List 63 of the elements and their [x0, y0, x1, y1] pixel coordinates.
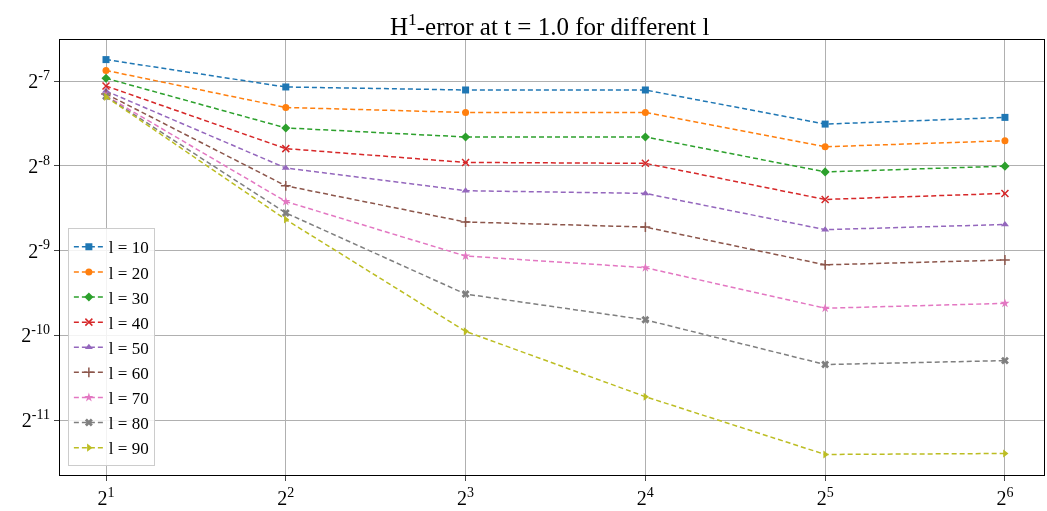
- point: [281, 123, 291, 133]
- point: [101, 73, 111, 83]
- point: [819, 259, 831, 271]
- legend-label: l = 20: [108, 263, 149, 283]
- point: [1001, 137, 1009, 145]
- x-tick-label: 2$^{3}$: [457, 484, 475, 509]
- point: [461, 132, 471, 142]
- y-tick-label: 2$^{-9}$: [28, 237, 50, 262]
- y-tick-label: 2$^{-7}$: [28, 67, 50, 93]
- legend-label: l = 70: [108, 389, 149, 409]
- point: [462, 108, 470, 116]
- point: [281, 144, 291, 153]
- point: [101, 81, 111, 91]
- point: [280, 180, 292, 192]
- point: [821, 143, 829, 151]
- point: [640, 132, 650, 142]
- legend-label: l = 60: [108, 363, 149, 383]
- legend-label: l = 30: [108, 288, 149, 308]
- point: [641, 189, 650, 196]
- point: [282, 103, 290, 111]
- point: [641, 315, 650, 324]
- point: [459, 216, 472, 228]
- point: [821, 120, 829, 128]
- point: [1000, 189, 1010, 198]
- point: [999, 254, 1011, 266]
- y-tick-label: 2$^{-11}$: [21, 406, 50, 432]
- point: [461, 290, 470, 299]
- legend-label: l = 90: [108, 439, 149, 459]
- legend-label: l = 80: [108, 414, 149, 434]
- legend-label: l = 50: [108, 338, 149, 358]
- point: [639, 221, 652, 233]
- point: [282, 83, 290, 91]
- point: [463, 327, 470, 336]
- point: [281, 208, 290, 217]
- point: [1000, 298, 1010, 308]
- point: [641, 86, 649, 94]
- y-tick-label: 2$^{-10}$: [21, 322, 50, 347]
- point: [281, 196, 291, 206]
- point: [821, 360, 830, 369]
- y-tick-label: 2$^{-8}$: [28, 152, 50, 177]
- x-tick-label: 2$^{1}$: [97, 484, 115, 509]
- x-tick-label: 2$^{5}$: [816, 484, 834, 509]
- point: [820, 195, 830, 204]
- x-tick-label: 2$^{2}$: [277, 484, 295, 509]
- point: [1001, 113, 1009, 121]
- x-tick-label: 2$^{4}$: [636, 484, 654, 509]
- point: [460, 251, 471, 260]
- legend-label: l = 10: [108, 238, 149, 258]
- point: [1000, 161, 1010, 171]
- point: [641, 108, 649, 116]
- point: [462, 86, 470, 94]
- x-tick-label: 2$^{6}$: [996, 484, 1014, 509]
- point: [461, 158, 470, 167]
- point: [640, 262, 651, 272]
- point: [641, 159, 650, 168]
- point: [102, 66, 110, 74]
- point: [1000, 220, 1009, 227]
- point: [820, 167, 830, 177]
- point: [820, 303, 830, 313]
- point: [102, 56, 110, 64]
- chart-title: H$^{1}$-error at t = 1.0 for different l: [389, 8, 710, 41]
- point: [1000, 356, 1009, 365]
- legend-label: l = 40: [108, 313, 149, 333]
